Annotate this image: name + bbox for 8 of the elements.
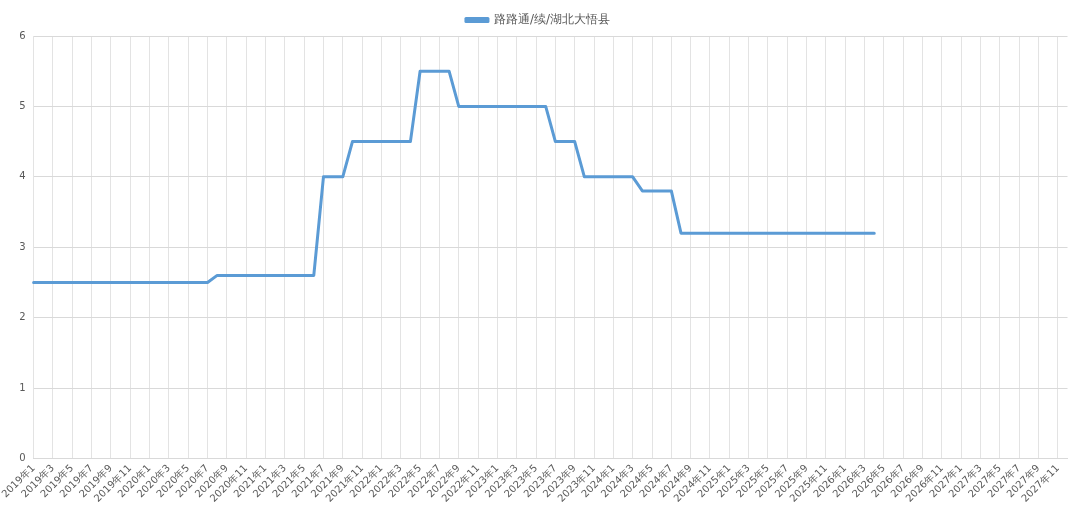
y-tick-label: 0: [19, 452, 26, 464]
y-tick-label: 4: [19, 170, 26, 182]
legend-label: 路路通/续/湖北大悟县: [493, 12, 611, 27]
y-tick-label: 5: [19, 100, 26, 111]
y-tick-label: 2: [19, 311, 26, 323]
y-tick-label: 1: [19, 381, 26, 393]
y-tick-label: 3: [19, 240, 26, 252]
y-tick-label: 6: [19, 29, 26, 41]
